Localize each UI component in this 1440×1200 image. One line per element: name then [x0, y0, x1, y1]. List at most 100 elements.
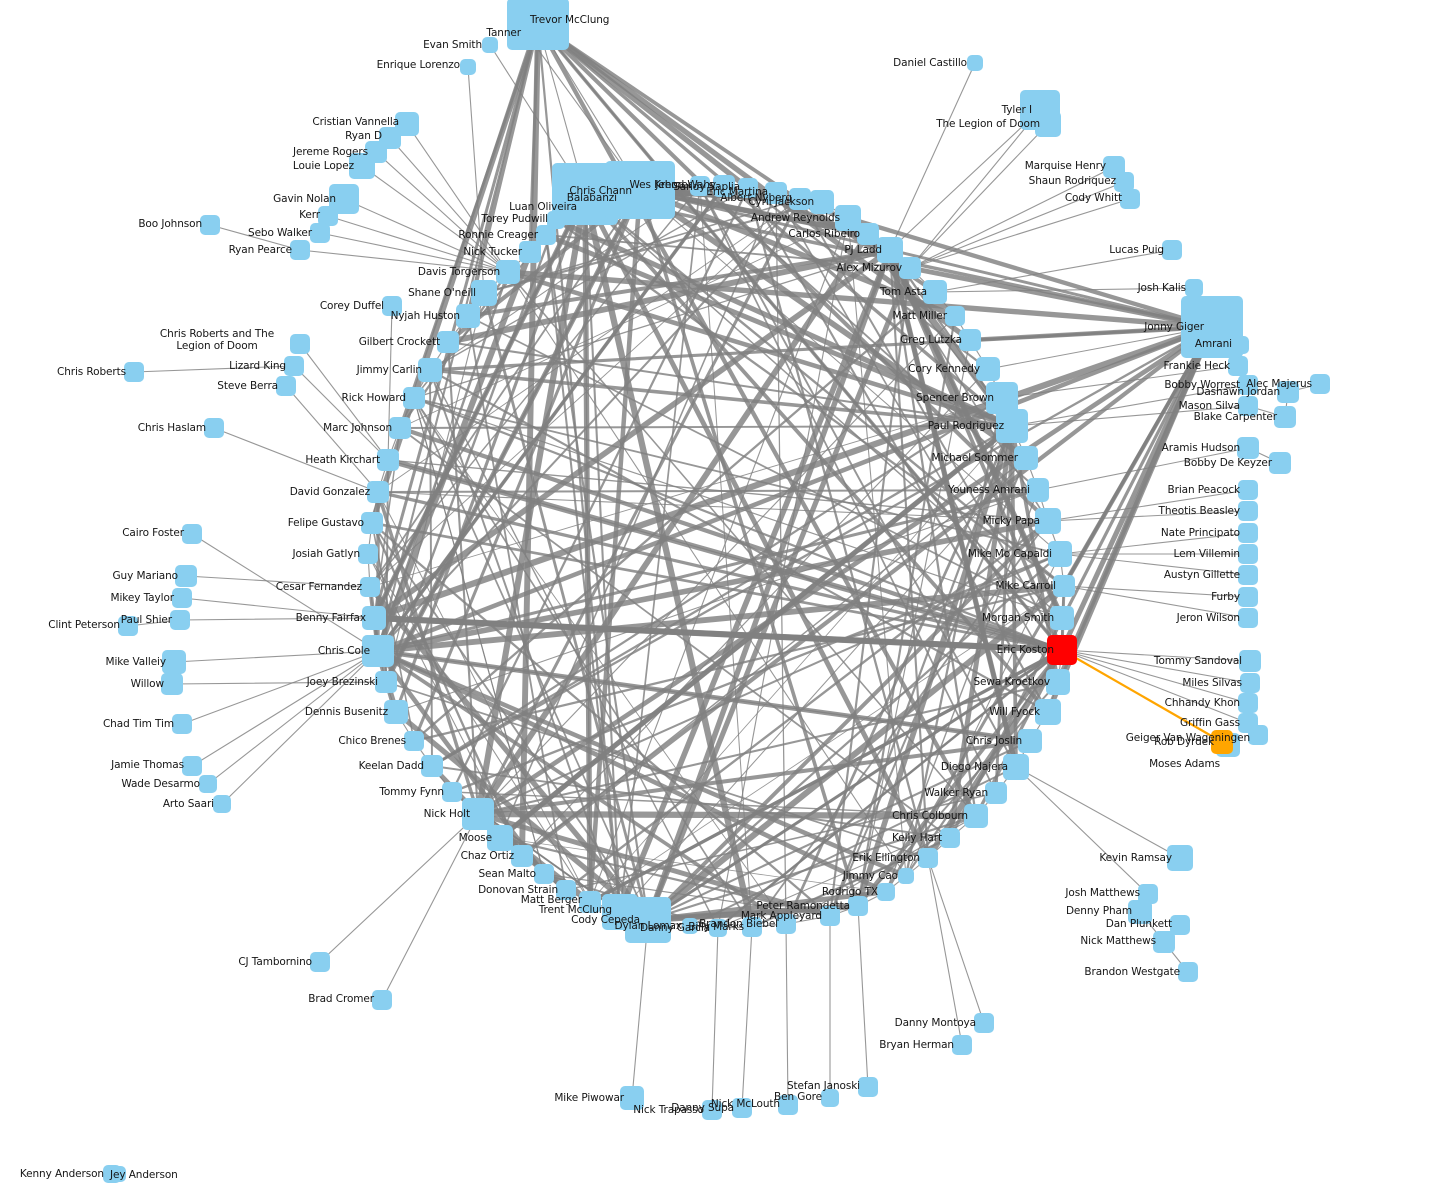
graph-node[interactable]: [1238, 480, 1258, 500]
graph-node[interactable]: [732, 1098, 752, 1118]
graph-node[interactable]: [1238, 396, 1258, 416]
graph-node[interactable]: [161, 673, 183, 695]
graph-node[interactable]: [519, 27, 539, 47]
graph-node[interactable]: [511, 845, 533, 867]
graph-node[interactable]: [442, 782, 462, 802]
graph-node[interactable]: [1310, 374, 1330, 394]
graph-node[interactable]: [389, 417, 411, 439]
graph-node[interactable]: [985, 782, 1007, 804]
graph-node[interactable]: [276, 376, 296, 396]
graph-node[interactable]: [534, 864, 554, 884]
graph-node[interactable]: [1035, 699, 1061, 725]
graph-node[interactable]: [789, 188, 811, 210]
graph-node[interactable]: [742, 917, 762, 937]
graph-node[interactable]: [182, 524, 202, 544]
graph-node[interactable]: [898, 868, 914, 884]
graph-node[interactable]: [536, 225, 556, 245]
graph-node[interactable]: [877, 237, 903, 263]
graph-node[interactable]: [1238, 375, 1258, 395]
graph-node[interactable]: [967, 55, 983, 71]
graph-node[interactable]: [284, 356, 304, 376]
graph-node[interactable]: [496, 260, 520, 284]
graph-node[interactable]: [1018, 729, 1042, 753]
graph-node[interactable]: [1050, 606, 1074, 630]
graph-node[interactable]: [778, 1095, 798, 1115]
graph-node[interactable]: [1014, 446, 1038, 470]
graph-node[interactable]: [964, 804, 988, 828]
graph-node[interactable]: [519, 241, 541, 263]
graph-node[interactable]: [290, 240, 310, 260]
graph-node[interactable]: [877, 883, 895, 901]
graph-node[interactable]: [996, 409, 1028, 443]
graph-node[interactable]: [170, 610, 190, 630]
graph-node[interactable]: [199, 775, 217, 793]
graph-node[interactable]: [1240, 673, 1260, 693]
graph-node[interactable]: [1228, 356, 1248, 376]
graph-node[interactable]: [456, 304, 480, 328]
graph-node[interactable]: [1120, 189, 1140, 209]
graph-node[interactable]: [1239, 650, 1261, 672]
graph-node[interactable]: [579, 891, 601, 913]
graph-node[interactable]: [1238, 565, 1258, 585]
graph-node[interactable]: [556, 880, 576, 900]
graph-node[interactable]: [1162, 240, 1182, 260]
graph-node[interactable]: [375, 671, 397, 693]
graph-node[interactable]: [1027, 478, 1049, 502]
graph-node[interactable]: [175, 565, 197, 587]
graph-node[interactable]: [382, 296, 402, 316]
graph-node[interactable]: [1238, 544, 1258, 564]
graph-node[interactable]: [418, 358, 442, 382]
graph-node[interactable]: [857, 223, 879, 245]
graph-node[interactable]: [974, 1013, 994, 1033]
graph-node[interactable]: [290, 334, 310, 354]
graph-node[interactable]: [1128, 900, 1152, 924]
graph-node[interactable]: [471, 280, 497, 306]
graph-node[interactable]: [1170, 915, 1190, 935]
graph-node[interactable]: [403, 387, 425, 409]
graph-node[interactable]: [602, 894, 638, 930]
graph-node[interactable]: [1238, 713, 1258, 733]
graph-node[interactable]: [372, 990, 392, 1010]
graph-node[interactable]: [1238, 693, 1258, 713]
graph-node[interactable]: [615, 188, 635, 208]
graph-node[interactable]: [821, 1089, 839, 1107]
graph-node[interactable]: [1046, 669, 1070, 695]
graph-node[interactable]: [858, 1077, 878, 1097]
graph-node[interactable]: [421, 755, 443, 777]
graph-node[interactable]: [213, 795, 231, 813]
graph-node[interactable]: [709, 919, 727, 937]
graph-node[interactable]: [1114, 172, 1134, 192]
graph-node[interactable]: [377, 449, 399, 471]
graph-node[interactable]: [620, 1086, 644, 1110]
graph-node[interactable]: [462, 798, 494, 830]
graph-node[interactable]: [986, 382, 1018, 414]
graph-node[interactable]: [482, 37, 498, 53]
graph-node[interactable]: [1003, 754, 1029, 780]
graph-node[interactable]: [182, 756, 202, 776]
graph-node[interactable]: [1047, 635, 1077, 665]
graph-node[interactable]: [318, 206, 338, 226]
graph-node[interactable]: [810, 190, 834, 214]
graph-node[interactable]: [776, 914, 796, 934]
graph-node[interactable]: [362, 635, 394, 667]
graph-node[interactable]: [110, 1166, 126, 1182]
graph-node[interactable]: [1238, 523, 1258, 543]
graph-node[interactable]: [124, 362, 144, 382]
graph-node[interactable]: [1035, 111, 1061, 137]
graph-node[interactable]: [682, 918, 698, 934]
graph-node[interactable]: [713, 175, 735, 197]
graph-node[interactable]: [1153, 931, 1175, 953]
graph-node[interactable]: [437, 331, 459, 353]
graph-node[interactable]: [204, 418, 224, 438]
graph-node[interactable]: [349, 153, 375, 179]
graph-node[interactable]: [362, 606, 386, 630]
graph-node[interactable]: [1211, 730, 1233, 754]
graph-node[interactable]: [820, 906, 840, 926]
graph-node[interactable]: [765, 182, 787, 204]
graph-node[interactable]: [702, 1100, 722, 1120]
graph-node[interactable]: [1035, 508, 1061, 534]
graph-node[interactable]: [118, 616, 138, 636]
graph-node[interactable]: [959, 329, 981, 351]
graph-node[interactable]: [1238, 587, 1258, 607]
